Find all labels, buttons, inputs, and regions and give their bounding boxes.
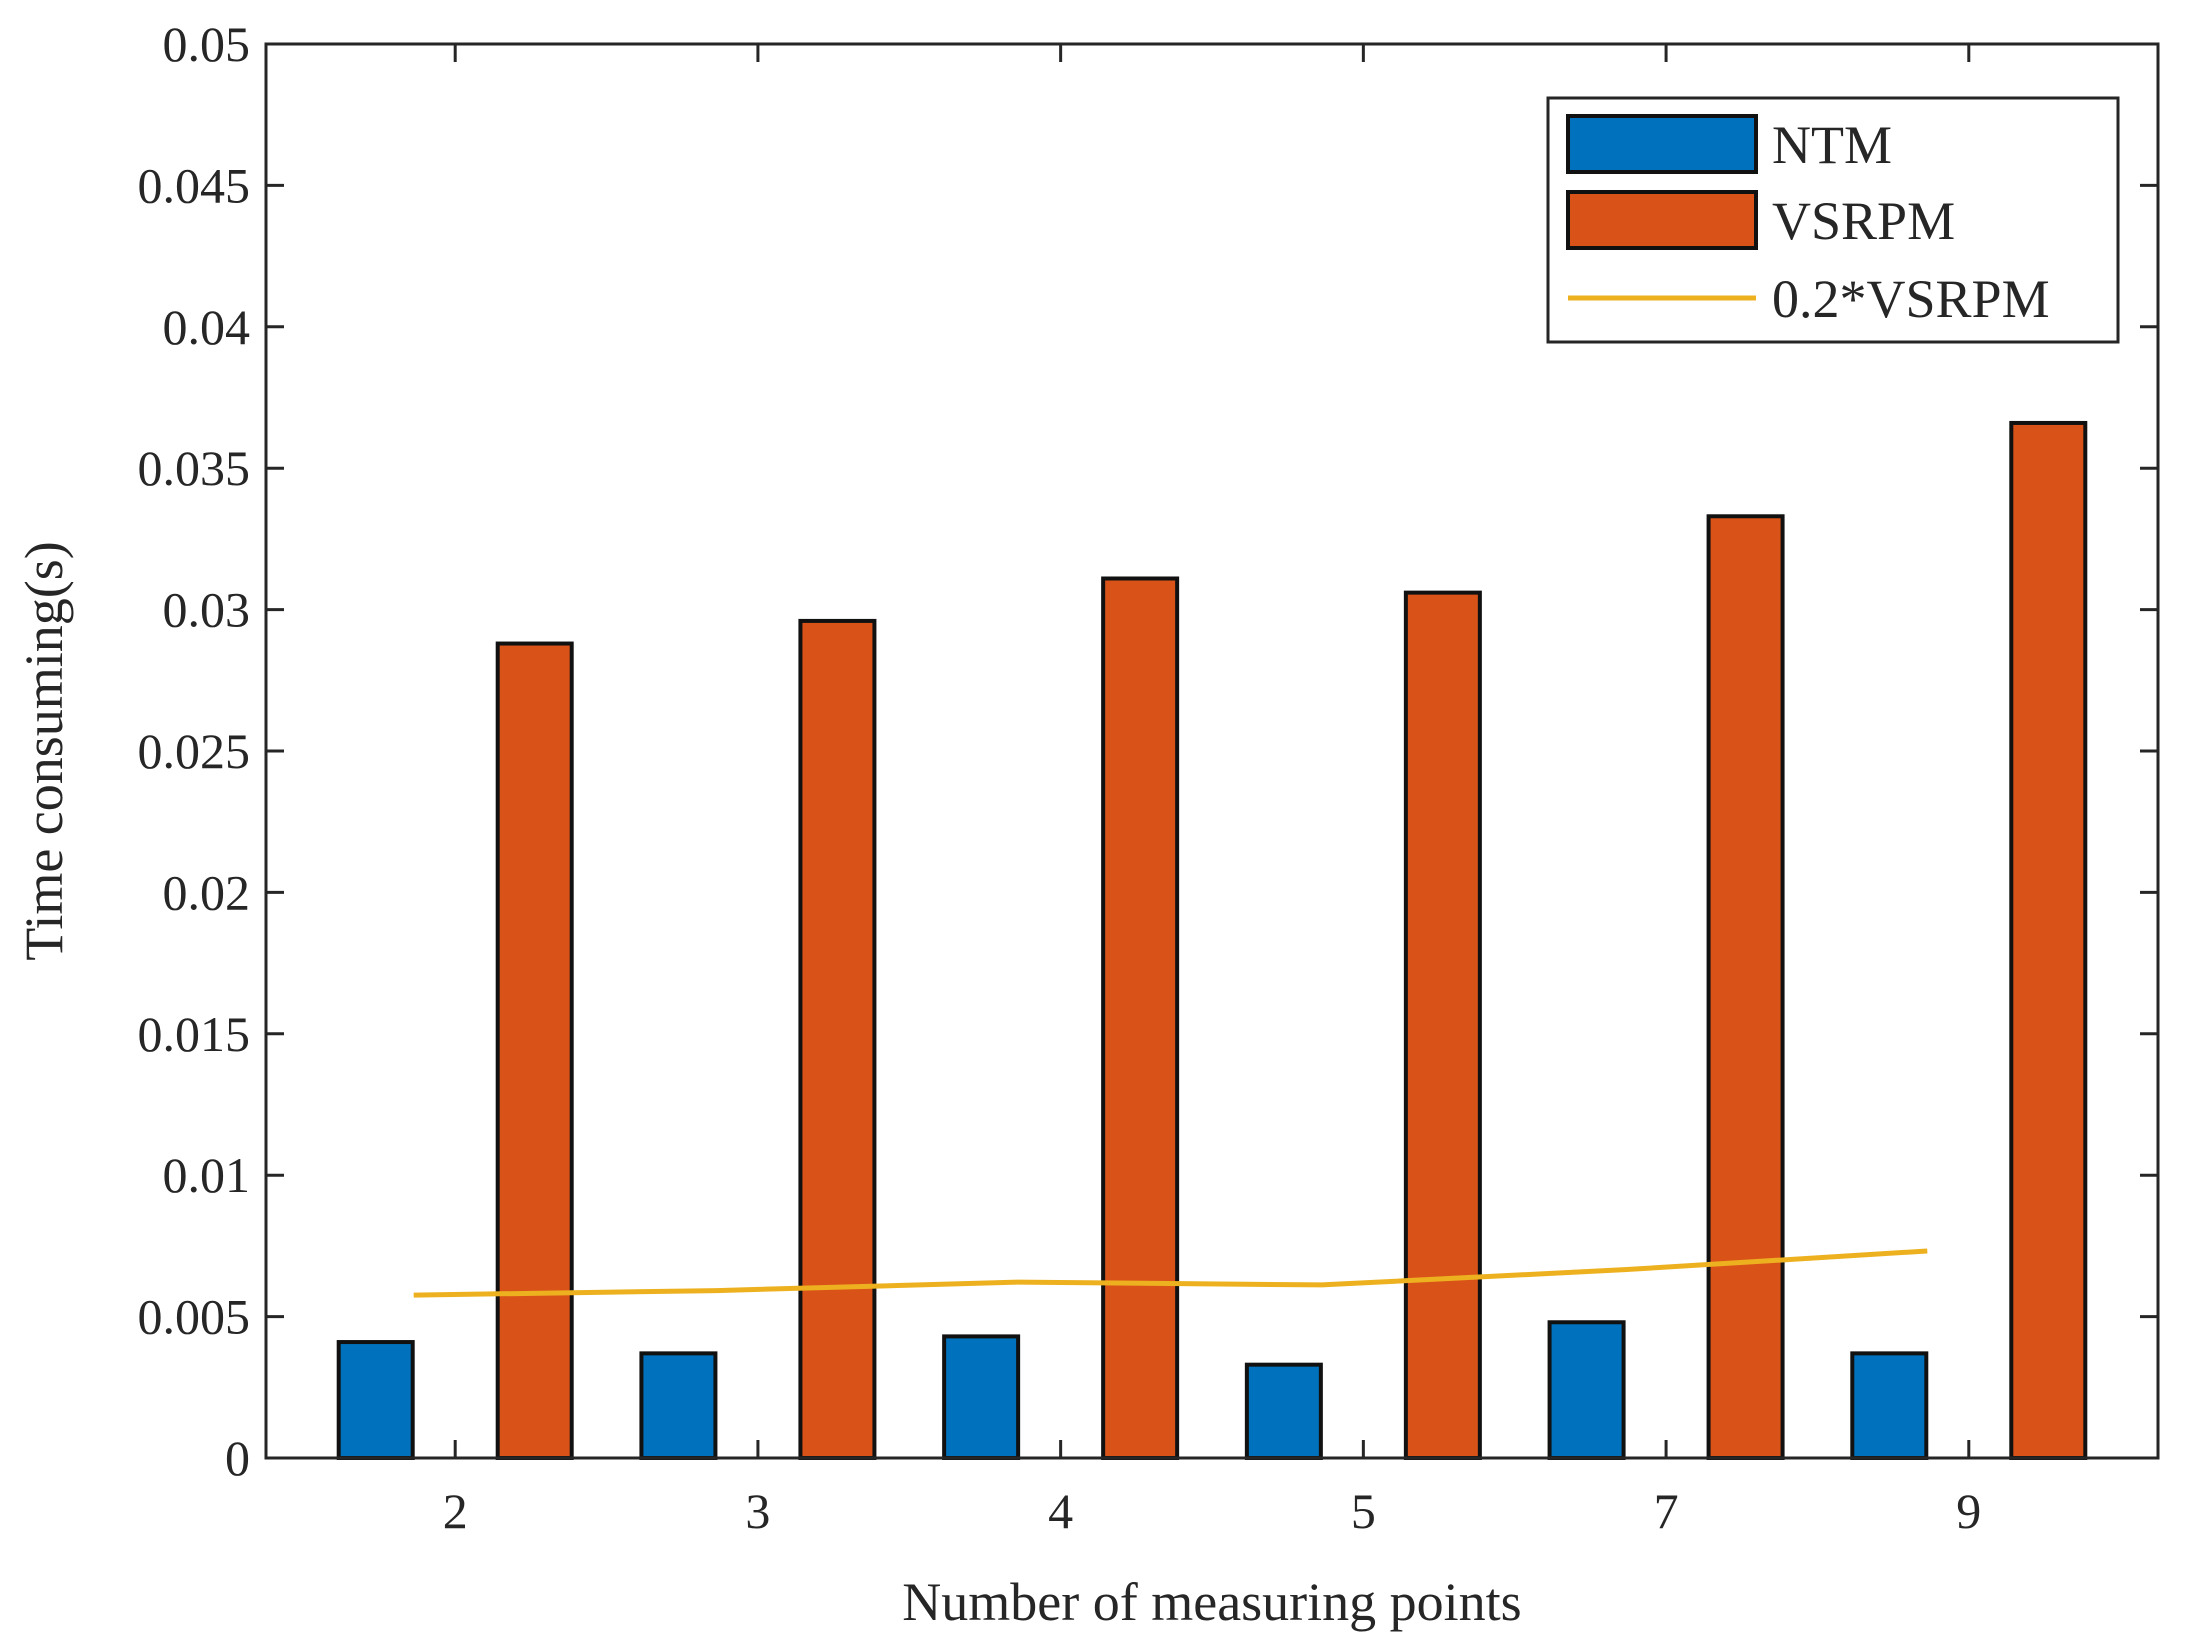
x-tick-label: 3: [745, 1483, 770, 1539]
y-tick-label: 0.025: [138, 723, 251, 779]
legend-label-0-2-vsrpm: 0.2*VSRPM: [1772, 269, 2050, 329]
y-tick-label: 0.03: [163, 582, 251, 638]
x-tick-label: 2: [443, 1483, 468, 1539]
bar-vsrpm-4: [1101, 576, 1180, 1460]
line-0-2-vsrpm: [413, 1248, 1928, 1298]
bar-vsrpm-7: [1706, 514, 1785, 1460]
y-tick-label: 0.05: [163, 16, 251, 72]
legend: NTM VSRPM 0.2*VSRPM: [1546, 96, 2120, 344]
bar-vsrpm-9: [2009, 420, 2088, 1460]
y-tick-label: 0.015: [138, 1006, 251, 1062]
y-tick-label: 0.045: [138, 157, 251, 213]
bar-ntm-4: [942, 1334, 1021, 1460]
y-tick-label: 0: [225, 1430, 250, 1486]
bar-ntm-7: [1547, 1320, 1626, 1460]
legend-label-ntm: NTM: [1772, 115, 1892, 175]
bar-vsrpm-2: [495, 641, 574, 1460]
bar-ntm-3: [639, 1351, 718, 1461]
bar-vsrpm-5: [1403, 590, 1482, 1460]
legend-swatch-ntm: [1566, 114, 1758, 174]
y-tick-label: 0.02: [163, 864, 251, 920]
x-tick-label: 4: [1048, 1483, 1073, 1539]
y-tick-label: 0.005: [138, 1289, 251, 1345]
bar-ntm-9: [1850, 1351, 1929, 1461]
bar-vsrpm-3: [798, 618, 877, 1460]
bars-layer: [336, 420, 2088, 1461]
x-tick-label: 5: [1351, 1483, 1376, 1539]
y-tick-label: 0.04: [163, 299, 251, 355]
bar-ntm-2: [336, 1340, 415, 1460]
y-tick-label: 0.01: [163, 1147, 251, 1203]
y-axis-title: Time consuming(s): [14, 541, 74, 961]
legend-label-vsrpm: VSRPM: [1772, 191, 1955, 251]
x-tick-label: 9: [1956, 1483, 1981, 1539]
x-tick-label: 7: [1654, 1483, 1679, 1539]
x-axis-title: Number of measuring points: [902, 1572, 1521, 1632]
y-tick-label: 0.035: [138, 440, 251, 496]
tick-labels-layer: 0 0.005 0.01 0.015 0.02 0.025 0.03 0.035 0.04 0.0…: [138, 16, 1982, 1539]
bar-ntm-5: [1244, 1362, 1323, 1461]
lines-layer: [413, 1248, 1928, 1298]
legend-swatch-vsrpm: [1566, 190, 1758, 250]
ticks-layer: [266, 42, 2158, 1460]
